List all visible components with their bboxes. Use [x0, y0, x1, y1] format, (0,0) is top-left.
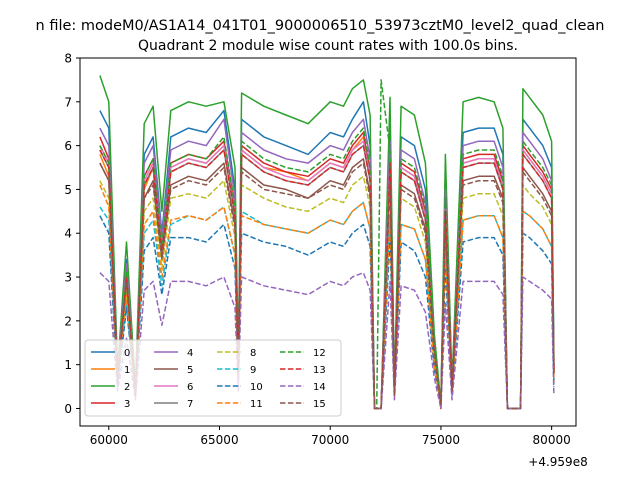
- x-tick-label: 80000: [533, 433, 571, 447]
- y-tick-label: 3: [64, 271, 72, 285]
- legend-label-12: 12: [313, 348, 326, 359]
- axes-frame: [79, 57, 577, 427]
- legend-label-3: 3: [124, 399, 130, 410]
- legend-label-5: 5: [187, 365, 193, 376]
- y-tick-label: 0: [64, 402, 72, 416]
- y-tick-label: 4: [64, 227, 72, 241]
- legend-label-15: 15: [313, 399, 326, 410]
- figure-suptitle: n file: modeM0/AS1A14_041T01_9000006510_…: [36, 18, 605, 34]
- y-tick-label: 6: [64, 139, 72, 153]
- legend-label-10: 10: [250, 382, 263, 393]
- legend-label-9: 9: [250, 365, 256, 376]
- series-line-14: [99, 271, 555, 410]
- legend-label-7: 7: [187, 399, 193, 410]
- x-axis-offset-label: +4.959e8: [528, 455, 587, 469]
- y-tick-label: 2: [64, 314, 72, 328]
- plot-area: [99, 75, 555, 410]
- series-line-11: [99, 184, 555, 410]
- legend-label-14: 14: [313, 382, 326, 393]
- legend-label-2: 2: [124, 382, 130, 393]
- legend-box: [84, 339, 342, 417]
- y-tick-label: 8: [64, 52, 72, 66]
- legend-label-11: 11: [250, 399, 263, 410]
- legend-label-13: 13: [313, 365, 326, 376]
- y-tick-label: 7: [64, 95, 72, 109]
- legend-label-0: 0: [124, 348, 130, 359]
- y-tick-label: 1: [64, 358, 72, 372]
- chart-title: Quadrant 2 module wise count rates with …: [138, 38, 518, 54]
- x-tick-label: 65000: [200, 433, 238, 447]
- legend-label-8: 8: [250, 348, 256, 359]
- x-tick-label: 60000: [90, 433, 128, 447]
- legend-label-6: 6: [187, 382, 193, 393]
- legend-label-1: 1: [124, 365, 130, 376]
- series-line-12: [99, 79, 555, 410]
- series-line-13: [99, 144, 555, 410]
- x-tick-label: 75000: [422, 433, 460, 447]
- x-tick-label: 70000: [311, 433, 349, 447]
- legend-label-4: 4: [187, 348, 193, 359]
- y-tick-label: 5: [64, 183, 72, 197]
- series-line-15: [99, 162, 555, 410]
